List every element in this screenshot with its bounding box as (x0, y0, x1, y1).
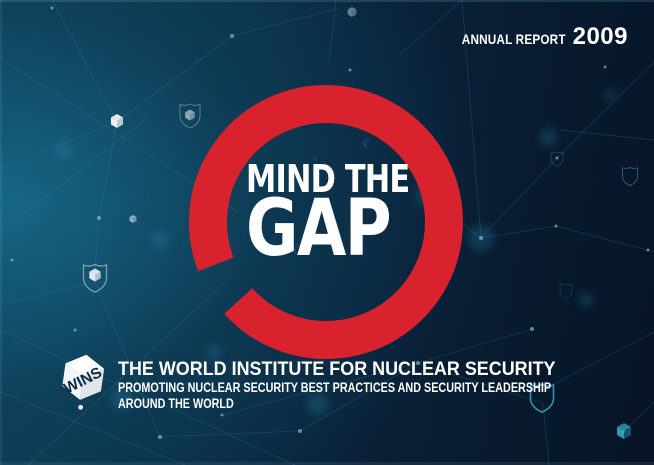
organization-tagline-line2: AROUND THE WORLD (118, 395, 234, 411)
cover-title-line1: MIND THE (246, 157, 410, 201)
annual-report-year: 2009 (572, 23, 628, 50)
organization-tagline-line1: PROMOTING NUCLEAR SECURITY BEST PRACTICE… (118, 380, 552, 395)
annual-report-label: ANNUAL REPORT (461, 31, 566, 47)
annual-report-header: ANNUAL REPORT 2009 (442, 23, 628, 51)
organization-block: WINS THE WORLD INSTITUTE FOR NUCLEAR SEC… (57, 351, 654, 415)
wins-logo-icon: WINS (61, 354, 105, 410)
cover-title: MIND THE GAP (246, 157, 450, 274)
cover-title-line2: GAP (246, 184, 392, 274)
organization-text: THE WORLD INSTITUTE FOR NUCLEAR SECURITY… (118, 351, 654, 410)
organization-name: THE WORLD INSTITUTE FOR NUCLEAR SECURITY (118, 358, 556, 380)
